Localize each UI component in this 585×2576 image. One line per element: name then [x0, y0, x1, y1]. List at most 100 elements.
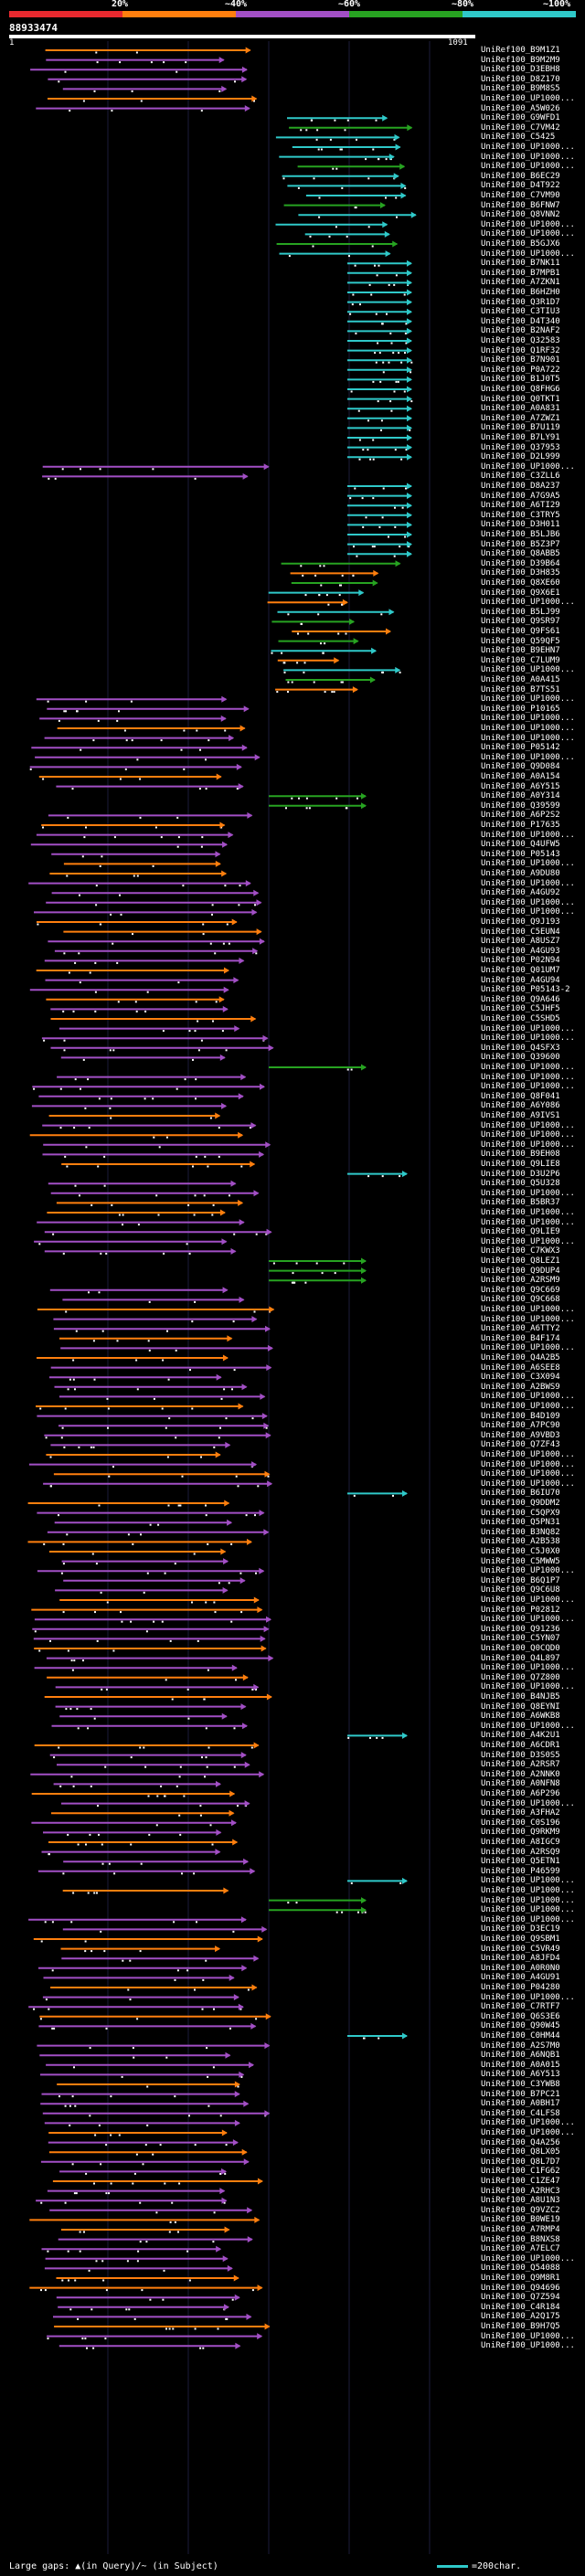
hit-label[interactable]: UniRef100_D3H011: [481, 520, 560, 530]
hit-label[interactable]: UniRef100_B7N901: [481, 355, 560, 366]
hit-label[interactable]: UniRef100_UP1000...: [481, 752, 575, 762]
hit-label[interactable]: UniRef100_Q7Z800: [481, 1672, 560, 1682]
hit-label[interactable]: UniRef100_A4GU91: [481, 1973, 560, 1983]
hit-label[interactable]: UniRef100_P46599: [481, 1866, 560, 1876]
hit-label[interactable]: UniRef100_UP1000...: [481, 1566, 575, 1576]
hit-label[interactable]: UniRef100_Q7Z594: [481, 2293, 560, 2303]
hit-label[interactable]: UniRef100_C3ZLL6: [481, 472, 560, 482]
hit-label[interactable]: UniRef100_Q9DDM2: [481, 1499, 560, 1508]
hit-label[interactable]: UniRef100_D39B64: [481, 558, 560, 568]
hit-label[interactable]: UniRef100_C7KWX3: [481, 1246, 560, 1256]
hit-label[interactable]: UniRef100_P0A722: [481, 365, 560, 375]
hit-label[interactable]: UniRef100_P05143-2: [481, 985, 570, 995]
hit-label[interactable]: UniRef100_UP1000...: [481, 461, 575, 472]
hit-label[interactable]: UniRef100_B6HZH0: [481, 288, 560, 297]
hit-label[interactable]: UniRef100_Q9RKM9: [481, 1828, 560, 1838]
hit-label[interactable]: UniRef100_A9DU80: [481, 869, 560, 878]
hit-label[interactable]: UniRef100_UP1000...: [481, 907, 575, 917]
hit-label[interactable]: UniRef100_UP1000...: [481, 1886, 575, 1895]
hit-label[interactable]: UniRef100_P02812: [481, 1605, 560, 1615]
hit-label[interactable]: UniRef100_Q9SR97: [481, 617, 560, 627]
hit-label[interactable]: UniRef100_A7ELC7: [481, 2244, 560, 2254]
hit-label[interactable]: UniRef100_Q9VZC2: [481, 2205, 560, 2215]
hit-label[interactable]: UniRef100_A4K2U1: [481, 1731, 560, 1741]
hit-label[interactable]: UniRef100_B9M1Z1: [481, 46, 560, 55]
hit-label[interactable]: UniRef100_B6EC29: [481, 171, 560, 181]
hit-label[interactable]: UniRef100_Q4A2B5: [481, 1353, 560, 1362]
hit-label[interactable]: UniRef100_Q8ABB5: [481, 549, 560, 559]
hit-label[interactable]: UniRef100_UP1000...: [481, 1314, 575, 1324]
hit-label[interactable]: UniRef100_UP1000...: [481, 2331, 575, 2341]
hit-label[interactable]: UniRef100_UP1000...: [481, 1236, 575, 1246]
hit-label[interactable]: UniRef100_B1J0T5: [481, 375, 560, 385]
hit-label[interactable]: UniRef100_P05142: [481, 743, 560, 753]
hit-label[interactable]: UniRef100_C5SHD5: [481, 1014, 560, 1023]
hit-label[interactable]: UniRef100_B5GJX6: [481, 239, 560, 249]
hit-label[interactable]: UniRef100_A2BWS9: [481, 1382, 560, 1392]
hit-label[interactable]: UniRef100_UP1000...: [481, 1120, 575, 1130]
hit-label[interactable]: UniRef100_D4T922: [481, 181, 560, 191]
hit-label[interactable]: UniRef100_A7ZKN1: [481, 278, 560, 288]
hit-label[interactable]: UniRef100_UP1000...: [481, 1208, 575, 1217]
hit-label[interactable]: UniRef100_Q4SFX3: [481, 1043, 560, 1053]
hit-label[interactable]: UniRef100_C3YWB8: [481, 2080, 560, 2089]
hit-label[interactable]: UniRef100_UP1000...: [481, 2128, 575, 2137]
hit-label[interactable]: UniRef100_UP1000...: [481, 2341, 575, 2351]
hit-label[interactable]: UniRef100_A0NFN8: [481, 1779, 560, 1789]
hit-label[interactable]: UniRef100_UP1000...: [481, 714, 575, 724]
hit-label[interactable]: UniRef100_Q8XE60: [481, 578, 560, 588]
hit-label[interactable]: UniRef100_A8IGC9: [481, 1838, 560, 1847]
hit-label[interactable]: UniRef100_A3FHA2: [481, 1808, 560, 1818]
hit-label[interactable]: UniRef100_P02N94: [481, 956, 560, 966]
hit-label[interactable]: UniRef100_B0WE19: [481, 2215, 560, 2225]
hit-label[interactable]: UniRef100_D3H835: [481, 568, 560, 578]
hit-label[interactable]: UniRef100_B9M8S5: [481, 84, 560, 94]
hit-label[interactable]: UniRef100_Q7ZF43: [481, 1440, 560, 1450]
hit-label[interactable]: UniRef100_UP1000...: [481, 143, 575, 152]
hit-label[interactable]: UniRef100_A9VBD3: [481, 1430, 560, 1440]
hit-label[interactable]: UniRef100_C5JHF5: [481, 1004, 560, 1014]
hit-label[interactable]: UniRef100_B9H7Q5: [481, 2322, 560, 2331]
hit-label[interactable]: UniRef100_A6WKB8: [481, 1712, 560, 1722]
hit-label[interactable]: UniRef100_B7U119: [481, 423, 560, 433]
hit-label[interactable]: UniRef100_UP1000...: [481, 1992, 575, 2002]
hit-label[interactable]: UniRef100_A8U1N3: [481, 2196, 560, 2206]
hit-label[interactable]: UniRef100_Q8VNN2: [481, 210, 560, 220]
hit-label[interactable]: UniRef100_Q94696: [481, 2283, 560, 2293]
hit-label[interactable]: UniRef100_Q01UM7: [481, 966, 560, 975]
hit-label[interactable]: UniRef100_B7NK11: [481, 259, 560, 269]
hit-label[interactable]: UniRef100_UP1000...: [481, 1217, 575, 1227]
hit-label[interactable]: UniRef100_C5MWW5: [481, 1556, 560, 1566]
hit-label[interactable]: UniRef100_UP1000...: [481, 1392, 575, 1402]
hit-label[interactable]: UniRef100_A0BH17: [481, 2099, 560, 2109]
hit-label[interactable]: UniRef100_UP1000...: [481, 1682, 575, 1692]
hit-label[interactable]: UniRef100_Q9C668: [481, 1295, 560, 1305]
hit-label[interactable]: UniRef100_G9WFD1: [481, 113, 560, 123]
hit-label[interactable]: UniRef100_D3EC19: [481, 1924, 560, 1935]
hit-label[interactable]: UniRef100_A9IVS1: [481, 1111, 560, 1120]
hit-label[interactable]: UniRef100_Q1RF32: [481, 345, 560, 355]
hit-label[interactable]: UniRef100_A4GU92: [481, 888, 560, 898]
hit-label[interactable]: UniRef100_Q3R1D7: [481, 297, 560, 307]
hit-label[interactable]: UniRef100_B2NAF2: [481, 326, 560, 336]
hit-label[interactable]: UniRef100_B9M2M9: [481, 55, 560, 65]
hit-label[interactable]: UniRef100_C7VM42: [481, 122, 560, 133]
hit-label[interactable]: UniRef100_A8JFD4: [481, 1954, 560, 1964]
hit-label[interactable]: UniRef100_C7LUM9: [481, 655, 560, 665]
hit-label[interactable]: UniRef100_B7PC21: [481, 2089, 560, 2099]
hit-label[interactable]: UniRef100_A0A415: [481, 675, 560, 684]
hit-label[interactable]: UniRef100_B6FNW7: [481, 200, 560, 210]
hit-label[interactable]: UniRef100_Q5ETN1: [481, 1857, 560, 1867]
hit-label[interactable]: UniRef100_UP1000...: [481, 830, 575, 840]
hit-label[interactable]: UniRef100_UP1000...: [481, 1130, 575, 1140]
hit-label[interactable]: UniRef100_A0A154: [481, 772, 560, 781]
hit-label[interactable]: UniRef100_Q59QF5: [481, 636, 560, 646]
hit-label[interactable]: UniRef100_C7VM90: [481, 191, 560, 200]
hit-label[interactable]: UniRef100_A2RSM9: [481, 1276, 560, 1286]
hit-label[interactable]: UniRef100_Q9C669: [481, 1285, 560, 1295]
hit-label[interactable]: UniRef100_UP1000...: [481, 724, 575, 733]
hit-label[interactable]: UniRef100_Q37953: [481, 442, 560, 452]
hit-label[interactable]: UniRef100_UP1000...: [481, 1914, 575, 1924]
hit-label[interactable]: UniRef100_UP1000...: [481, 1063, 575, 1072]
hit-label[interactable]: UniRef100_UP1000...: [481, 694, 575, 705]
